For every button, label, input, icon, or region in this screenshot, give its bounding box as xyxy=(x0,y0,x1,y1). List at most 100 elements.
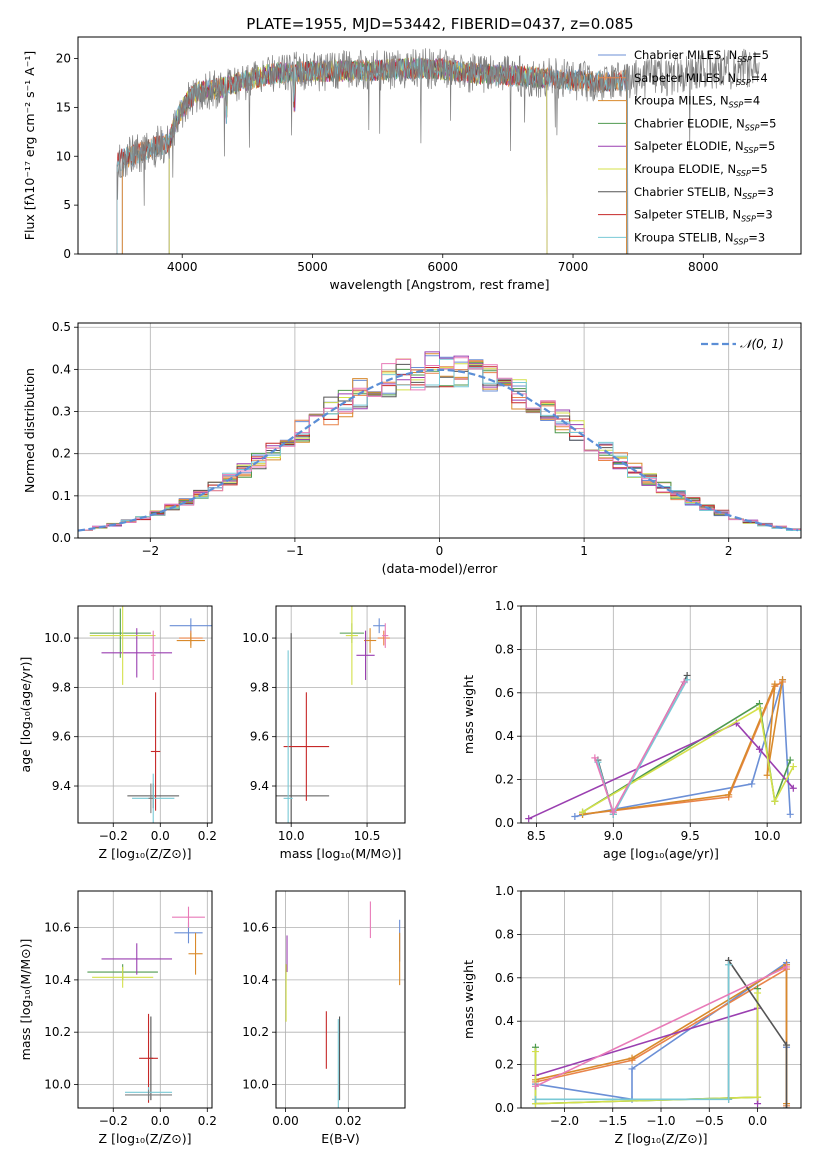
data-point xyxy=(763,771,771,779)
data-point xyxy=(628,1054,636,1062)
y-tick-label: 10.4 xyxy=(44,973,71,987)
x-tick-label: −2 xyxy=(141,544,159,558)
series-line xyxy=(594,681,685,815)
mass_vs_Z-frame xyxy=(77,890,213,1109)
legend-text: =4 xyxy=(751,71,768,85)
age_vs_Z-frame xyxy=(77,605,213,824)
legend-label: Kroupa STELIB, NSSP=3 xyxy=(634,230,765,246)
data-point xyxy=(771,680,779,688)
y-tick-label: 0.6 xyxy=(495,971,514,985)
y-tick-label: 1.0 xyxy=(495,599,514,613)
x-tick-label: 4000 xyxy=(167,260,198,274)
y-tick-label: 0.8 xyxy=(495,927,514,941)
x-tick-label: 8000 xyxy=(688,260,719,274)
data-point xyxy=(754,1100,762,1108)
legend-subscript: SSP xyxy=(737,55,752,64)
data-point xyxy=(680,678,688,686)
data-point xyxy=(783,1041,791,1049)
age_vs_Z-points xyxy=(89,606,212,823)
data-point xyxy=(609,808,617,816)
legend-label: Kroupa MILES, NSSP=4 xyxy=(634,94,760,110)
data-point xyxy=(531,1095,539,1103)
legend-text: =5 xyxy=(751,162,768,176)
y-tick-label: 0.2 xyxy=(52,447,71,461)
y-axis-label: Flux [fλ10⁻¹⁷ erg cm⁻² s⁻¹ A⁻¹] xyxy=(22,51,37,240)
x-tick-label: −0.5 xyxy=(695,1114,724,1128)
legend-text: =3 xyxy=(756,208,773,222)
age_vs_Z-axes: −0.2 0.0 0.2 9.4 9.6 9.8 10.0 Z [log₁₀(Z/Z⊙)] ag… xyxy=(18,605,217,861)
mw_vs_age-gridlines xyxy=(521,605,801,824)
data-point xyxy=(725,961,733,969)
data-point xyxy=(628,1065,636,1073)
series-line xyxy=(535,963,788,1104)
x-tick-label: 8.5 xyxy=(527,829,546,843)
x-tick-label: 0.0 xyxy=(151,1114,170,1128)
y-tick-label: 10.2 xyxy=(44,1025,71,1039)
x-axis-label: (data-model)/error xyxy=(382,561,499,576)
x-tick-label: 1 xyxy=(580,544,588,558)
legend-label: Salpeter MILES, NSSP=4 xyxy=(634,71,768,87)
y-tick-label: 9.6 xyxy=(250,730,269,744)
residuals-frame xyxy=(77,322,802,539)
data-point xyxy=(531,1082,539,1090)
legend-text: =4 xyxy=(743,94,760,108)
x-tick-label: −0.2 xyxy=(99,829,128,843)
x-tick-label: 10.0 xyxy=(754,829,781,843)
y-axis-label: mass weight xyxy=(461,675,476,754)
data-point xyxy=(786,756,794,764)
y-tick-label: 0.4 xyxy=(52,362,71,376)
data-point xyxy=(789,763,797,771)
y-tick-label: 10.0 xyxy=(44,1077,71,1091)
data-point xyxy=(754,989,762,997)
y-tick-label: 0.8 xyxy=(495,642,514,656)
legend-text: Chabrier ELODIE, N xyxy=(634,116,745,130)
series-line xyxy=(597,675,688,817)
y-tick-label: 9.4 xyxy=(52,779,71,793)
legend-label: Chabrier ELODIE, NSSP=5 xyxy=(634,116,776,132)
y-tick-label: 10.6 xyxy=(44,921,71,935)
series-line xyxy=(535,966,787,1088)
y-axis-label: mass weight xyxy=(461,960,476,1039)
legend-text: Kroupa STELIB, N xyxy=(634,230,734,244)
legend-text: =5 xyxy=(760,116,777,130)
mw_vs_Z-frame xyxy=(520,890,802,1109)
spectrum-lines xyxy=(116,48,760,254)
age_vs_mass-axes: 10.0 10.5 9.4 9.6 9.8 10.0 mass [log₁₀(M/M⊙)] xyxy=(242,605,406,861)
x-axis-label: age [log₁₀(age/yr)] xyxy=(603,846,719,861)
x-tick-label: 0.0 xyxy=(151,829,170,843)
legend-text: =5 xyxy=(758,139,775,153)
y-tick-label: 5 xyxy=(63,198,71,212)
legend-label: Kroupa ELODIE, NSSP=5 xyxy=(634,162,768,178)
x-tick-label: −2.0 xyxy=(550,1114,579,1128)
x-tick-label: 10.5 xyxy=(354,829,381,843)
y-tick-label: 0.5 xyxy=(52,320,71,334)
x-tick-label: 0.2 xyxy=(198,1114,217,1128)
legend-text: Salpeter STELIB, N xyxy=(634,208,741,222)
data-point xyxy=(771,797,779,805)
y-tick-label: 0 xyxy=(63,247,71,261)
y-axis-label: age [log₁₀(age/yr)] xyxy=(18,657,33,773)
data-point xyxy=(783,1104,791,1108)
histograms xyxy=(78,351,801,532)
legend-text: Salpeter ELODIE, N xyxy=(634,139,744,153)
mw_vs_age-axes: 8.5 9.0 9.5 10.0 0.0 0.2 0.4 0.6 0.8 1.0 age [log₁… xyxy=(461,599,802,861)
legend-label: Salpeter STELIB, NSSP=3 xyxy=(634,208,773,224)
y-tick-label: 0.0 xyxy=(52,531,71,545)
data-point xyxy=(531,1048,539,1056)
x-tick-label: 9.5 xyxy=(681,829,700,843)
age_vs_mass-frame xyxy=(275,605,406,824)
x-tick-label: 5000 xyxy=(297,260,328,274)
series-line xyxy=(534,993,759,1105)
legend-subscript: SSP xyxy=(729,101,744,110)
y-tick-label: 0.6 xyxy=(495,686,514,700)
x-axis-label: Z [log₁₀(Z/Z⊙)] xyxy=(99,1131,192,1146)
data-point xyxy=(725,1095,733,1103)
data-point xyxy=(779,676,787,684)
mw_vs_Z-series xyxy=(531,956,791,1108)
mass_vs_Z-axes: −0.2 0.0 0.2 10.0 10.2 10.4 10.6 Z [log₁₀(Z/Z⊙)… xyxy=(18,890,217,1146)
data-point xyxy=(789,784,797,792)
y-tick-label: 20 xyxy=(56,52,71,66)
x-tick-label: 0.0 xyxy=(748,1114,767,1128)
y-tick-label: 10.4 xyxy=(242,973,269,987)
